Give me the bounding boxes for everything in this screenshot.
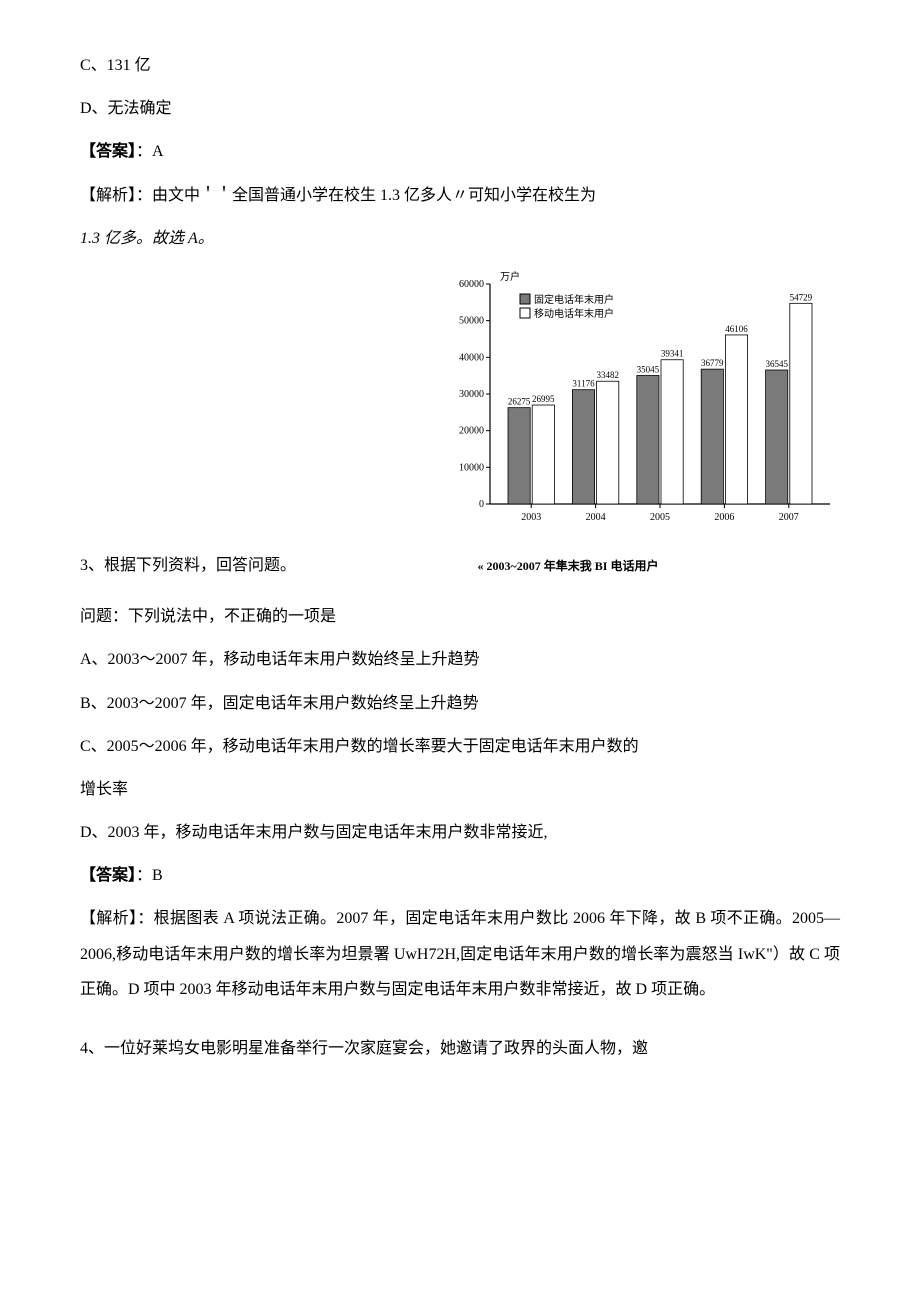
bar-chart: 0 10000 20000 30000 40000 50000 60000 万户固定电话年末用… [440, 264, 840, 534]
q3-option-b: B、2003～2007 年，固定电话年末用户数始终呈上升趋势 [80, 686, 840, 721]
svg-text:40000: 40000 [459, 352, 484, 363]
svg-text:万户: 万户 [500, 270, 520, 283]
q2-answer: 【答案】：A [80, 134, 840, 169]
explain-text: ：根据图表 A 项说法正确。2007 年，固定电话年末用户数比 2006 年下降… [80, 910, 840, 997]
chart-caption: « 2003~2007 年隼末我 BI 电话用户 [296, 553, 840, 579]
explain-label: 【解析】 [80, 187, 136, 204]
svg-text:39341: 39341 [661, 349, 684, 359]
svg-text:26995: 26995 [532, 394, 555, 404]
svg-text:36779: 36779 [701, 358, 724, 368]
svg-text:50000: 50000 [459, 316, 484, 327]
q3-option-c-line2: 增长率 [80, 772, 840, 807]
q2-option-d: D、无法确定 [80, 91, 840, 126]
explain-label: 【解析】 [80, 910, 137, 927]
q3-explain: 【解析】：根据图表 A 项说法正确。2007 年，固定电话年末用户数比 2006… [80, 901, 840, 1007]
svg-text:54729: 54729 [790, 292, 813, 302]
svg-text:移动电话年末用户: 移动电话年末用户 [534, 307, 614, 320]
explain-text: ：由文中＇＇全国普通小学在校生 1.3 亿多人〃可知小学在校生为 [136, 187, 596, 204]
q3-question: 问题：下列说法中，不正确的一项是 [80, 599, 840, 634]
answer-value: ：B [136, 867, 163, 884]
svg-text:31176: 31176 [572, 379, 595, 389]
q3-option-c-line1: C、2005～2006 年，移动电话年末用户数的增长率要大于固定电话年末用户数的 [80, 729, 840, 764]
q3-option-d: D、2003 年，移动电话年末用户数与固定电话年末用户数非常接近, [80, 815, 840, 850]
answer-value: ：A [136, 143, 164, 160]
page: C、131 亿 D、无法确定 【答案】：A 【解析】：由文中＇＇全国普通小学在校… [0, 0, 920, 1114]
q3-answer: 【答案】：B [80, 858, 840, 893]
svg-text:36545: 36545 [765, 359, 788, 369]
svg-text:0: 0 [479, 499, 484, 510]
svg-text:2003: 2003 [521, 512, 541, 523]
svg-text:2004: 2004 [586, 512, 606, 523]
q3-lead: 3、根据下列资料，回答问题。 [80, 548, 296, 583]
answer-label: 【答案】 [80, 143, 136, 160]
answer-label: 【答案】 [80, 867, 136, 884]
q4-text: 4、一位好莱坞女电影明星准备举行一次家庭宴会，她邀请了政界的头面人物，邀 [80, 1031, 840, 1066]
svg-text:固定电话年末用户: 固定电话年末用户 [534, 293, 614, 306]
svg-text:35045: 35045 [637, 364, 660, 374]
svg-text:26275: 26275 [508, 397, 531, 407]
svg-text:2007: 2007 [779, 512, 799, 523]
svg-text:60000: 60000 [459, 279, 484, 290]
chart-container: 0 10000 20000 30000 40000 50000 60000 万户固定电话年末用… [80, 264, 840, 534]
svg-text:2005: 2005 [650, 512, 670, 523]
svg-text:20000: 20000 [459, 426, 484, 437]
svg-text:46106: 46106 [725, 324, 748, 334]
svg-text:30000: 30000 [459, 389, 484, 400]
q2-explain-line2: 1.3 亿多。故选 A。 [80, 221, 840, 256]
svg-text:2006: 2006 [714, 512, 734, 523]
svg-text:33482: 33482 [596, 370, 619, 380]
q3-option-a: A、2003～2007 年，移动电话年末用户数始终呈上升趋势 [80, 642, 840, 677]
q2-option-c: C、131 亿 [80, 48, 840, 83]
svg-text:10000: 10000 [459, 462, 484, 473]
q2-explain-line1: 【解析】：由文中＇＇全国普通小学在校生 1.3 亿多人〃可知小学在校生为 [80, 178, 840, 213]
